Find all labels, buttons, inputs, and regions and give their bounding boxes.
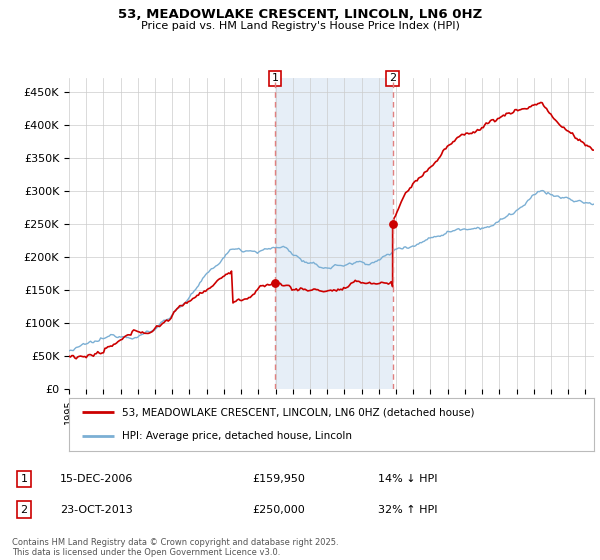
Text: 1: 1 (20, 474, 28, 484)
Point (388, 220, 398, 228)
Text: 1: 1 (271, 73, 278, 83)
Text: 32% ↑ HPI: 32% ↑ HPI (378, 505, 437, 515)
Text: 53, MEADOWLAKE CRESCENT, LINCOLN, LN6 0HZ (detached house): 53, MEADOWLAKE CRESCENT, LINCOLN, LN6 0H… (121, 408, 474, 418)
Text: HPI: Average price, detached house, Lincoln: HPI: Average price, detached house, Linc… (121, 431, 352, 441)
Text: 23-OCT-2013: 23-OCT-2013 (60, 505, 133, 515)
Text: £250,000: £250,000 (252, 505, 305, 515)
Point (270, 279, 280, 288)
Text: Price paid vs. HM Land Registry's House Price Index (HPI): Price paid vs. HM Land Registry's House … (140, 21, 460, 31)
Text: 15-DEC-2006: 15-DEC-2006 (60, 474, 133, 484)
Text: Contains HM Land Registry data © Crown copyright and database right 2025.
This d: Contains HM Land Registry data © Crown c… (12, 538, 338, 557)
Bar (275, 78, 393, 389)
Text: 2: 2 (20, 505, 28, 515)
Text: 53, MEADOWLAKE CRESCENT, LINCOLN, LN6 0HZ: 53, MEADOWLAKE CRESCENT, LINCOLN, LN6 0H… (118, 8, 482, 21)
Text: £159,950: £159,950 (252, 474, 305, 484)
Text: 2: 2 (389, 73, 397, 83)
Text: 14% ↓ HPI: 14% ↓ HPI (378, 474, 437, 484)
